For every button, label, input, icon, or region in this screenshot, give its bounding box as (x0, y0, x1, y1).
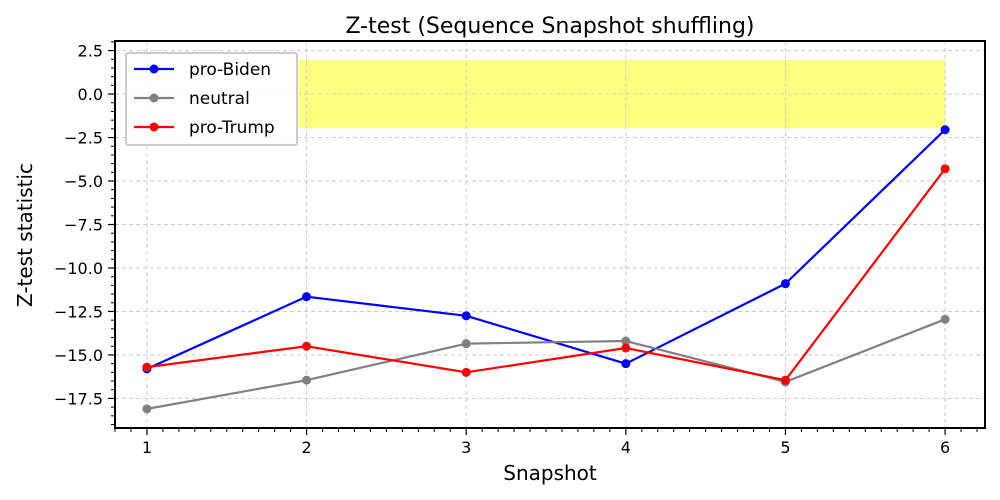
data-point-pro-trump (780, 375, 790, 385)
y-tick-label: −12.5 (54, 302, 103, 321)
tick-layer: 1 2 3 4 5 6 −17.5 −15.0 −12.5 −10.0 −7.5 −5.0 −2.5 0.… (54, 41, 978, 457)
legend: pro-Biden neutral pro-Trump (125, 52, 298, 146)
data-point-pro-biden (461, 311, 471, 321)
data-point-neutral (940, 314, 950, 324)
y-tick-label: −7.5 (64, 215, 103, 234)
series-line-pro-biden (146, 128, 946, 370)
data-point-neutral (302, 375, 312, 385)
data-point-neutral (142, 404, 152, 414)
data-point-pro-trump (302, 341, 312, 351)
data-point-pro-trump (940, 164, 950, 174)
data-point-neutral (461, 339, 471, 349)
y-tick-label: −10.0 (54, 259, 103, 278)
y-axis-title: Z-test statistic (13, 163, 37, 307)
x-axis-title: Snapshot (503, 461, 597, 485)
x-tick-label: 1 (142, 438, 152, 457)
data-point-pro-trump (461, 367, 471, 377)
y-tick-label: 0.0 (78, 85, 103, 104)
data-point-pro-biden (940, 125, 950, 135)
y-tick-label: −5.0 (64, 172, 103, 191)
legend-label: pro-Biden (189, 60, 271, 80)
data-point-pro-biden (302, 292, 312, 302)
y-tick-label: −17.5 (54, 389, 103, 408)
legend-label: pro-Trump (189, 118, 275, 138)
chart-title: Z-test (Sequence Snapshot shuffling) (345, 14, 754, 39)
y-tick-label: −15.0 (54, 346, 103, 365)
y-tick-label: 2.5 (78, 42, 103, 61)
data-point-pro-trump (621, 343, 631, 353)
y-tick-label: −2.5 (64, 129, 103, 148)
data-point-pro-trump (142, 362, 152, 372)
x-tick-label: 5 (780, 438, 790, 457)
data-point-pro-biden (780, 279, 790, 289)
legend-swatch-marker (149, 93, 159, 103)
series-line-neutral (146, 318, 946, 410)
legend-swatch-marker (149, 64, 159, 74)
legend-box (125, 52, 298, 146)
series-layer (142, 125, 950, 414)
x-tick-label: 6 (940, 438, 950, 457)
data-point-neutral (621, 336, 631, 346)
legend-label: neutral (189, 89, 250, 109)
data-point-pro-biden (621, 359, 631, 369)
x-tick-label: 2 (301, 438, 311, 457)
plot-frame (114, 40, 986, 429)
series-line-pro-trump (146, 168, 946, 382)
legend-swatch-marker (149, 122, 159, 132)
x-tick-label: 4 (621, 438, 631, 457)
x-tick-label: 3 (461, 438, 471, 457)
